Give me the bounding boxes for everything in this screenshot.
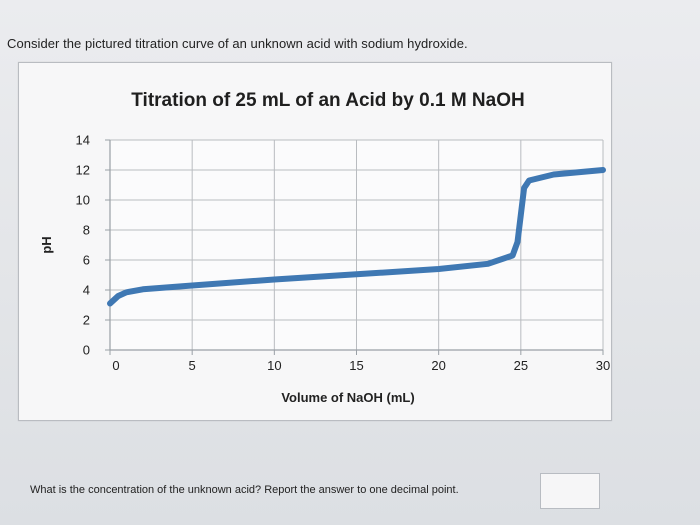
question-intro: Consider the pictured titration curve of… <box>7 36 468 51</box>
y-tick-label: 10 <box>76 193 90 208</box>
x-tick-label: 25 <box>514 358 528 373</box>
y-tick-label: 6 <box>83 253 90 268</box>
y-tick-label: 0 <box>83 343 90 358</box>
answer-input[interactable] <box>540 473 600 509</box>
chart-title: Titration of 25 mL of an Acid by 0.1 M N… <box>131 90 524 111</box>
x-tick-label: 10 <box>267 358 281 373</box>
titration-curve <box>107 167 606 307</box>
y-tick-label: 2 <box>83 313 90 328</box>
titration-chart: 0 2 4 6 8 10 12 14 0 5 10 15 20 25 30 Titration of 25 m… <box>39 90 610 405</box>
y-tick-label: 8 <box>83 223 90 238</box>
x-tick-label: 20 <box>431 358 445 373</box>
concentration-question: What is the concentration of the unknown… <box>30 484 459 496</box>
y-tick-label: 12 <box>76 163 90 178</box>
x-tick-label: 15 <box>349 358 363 373</box>
y-axis-label: pH <box>39 236 54 253</box>
y-tick-label: 14 <box>76 133 90 148</box>
x-tick-label: 30 <box>596 358 610 373</box>
y-tick-label: 4 <box>83 283 90 298</box>
x-tick-label: 5 <box>189 358 196 373</box>
x-axis-label: Volume of NaOH (mL) <box>281 390 414 405</box>
x-tick-label: 0 <box>112 358 119 373</box>
